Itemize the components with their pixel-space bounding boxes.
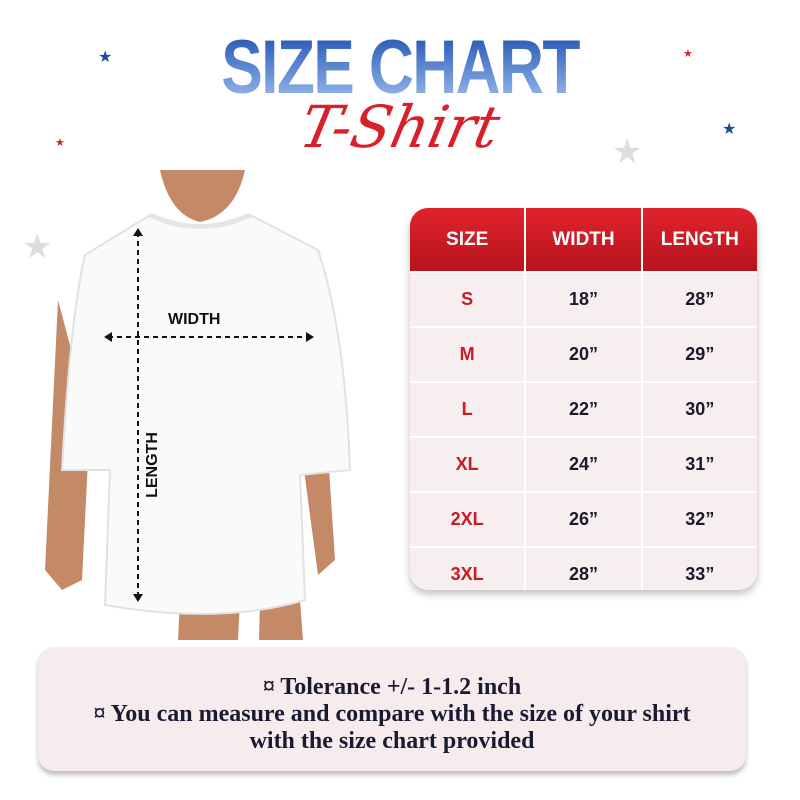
column-header: WIDTH [526, 208, 643, 271]
table-row: 3XL 28” 33” [410, 546, 757, 590]
tolerance-note: ¤ Tolerance +/- 1-1.2 inch ¤ You can mea… [38, 647, 746, 771]
width-cell: 22” [526, 383, 643, 436]
page-subtitle: T-Shirt [294, 93, 506, 161]
length-cell: 31” [685, 454, 715, 474]
length-cell: 28” [685, 289, 715, 309]
note-line: with the size chart provided [249, 728, 535, 754]
star-icon: ★ [612, 133, 643, 171]
size-table: SIZE WIDTH LENGTH S 18” 28” M 20” 29” L 22” 30” X… [410, 208, 757, 590]
table-header: SIZE WIDTH LENGTH [410, 208, 757, 271]
length-cell: 29” [685, 344, 715, 364]
width-cell: 24” [526, 438, 643, 491]
width-cell: 18” [526, 273, 643, 326]
size-cell: XL [410, 438, 527, 491]
length-cell: 30” [685, 399, 715, 419]
page-title: SIZE CHART [72, 30, 728, 106]
size-cell: 3XL [410, 548, 527, 590]
star-icon: ★ [22, 228, 53, 266]
note-line: ¤ You can measure and compare with the s… [93, 701, 691, 727]
length-cell: 32” [685, 509, 715, 529]
column-header: SIZE [410, 208, 527, 271]
size-cell: S [410, 273, 527, 326]
tshirt-model-image [45, 170, 352, 640]
table-row: L 22” 30” [410, 381, 757, 436]
size-cell: 2XL [410, 493, 527, 546]
width-cell: 20” [526, 328, 643, 381]
length-cell: 33” [685, 564, 715, 584]
column-header: LENGTH [660, 228, 739, 250]
size-cell: L [410, 383, 527, 436]
width-cell: 26” [526, 493, 643, 546]
star-icon: ★ [683, 46, 693, 62]
table-row: 2XL 26” 32” [410, 491, 757, 546]
star-icon: ★ [98, 50, 112, 66]
star-icon: ★ [55, 137, 65, 149]
length-label: LENGTH [143, 432, 161, 498]
star-icon: ★ [722, 121, 737, 138]
size-cell: M [410, 328, 527, 381]
table-row: S 18” 28” [410, 271, 757, 326]
width-cell: 28” [526, 548, 643, 590]
note-line: ¤ Tolerance +/- 1-1.2 inch [262, 674, 522, 700]
width-label: WIDTH [168, 311, 221, 328]
table-row: M 20” 29” [410, 326, 757, 381]
table-row: XL 24” 31” [410, 436, 757, 491]
